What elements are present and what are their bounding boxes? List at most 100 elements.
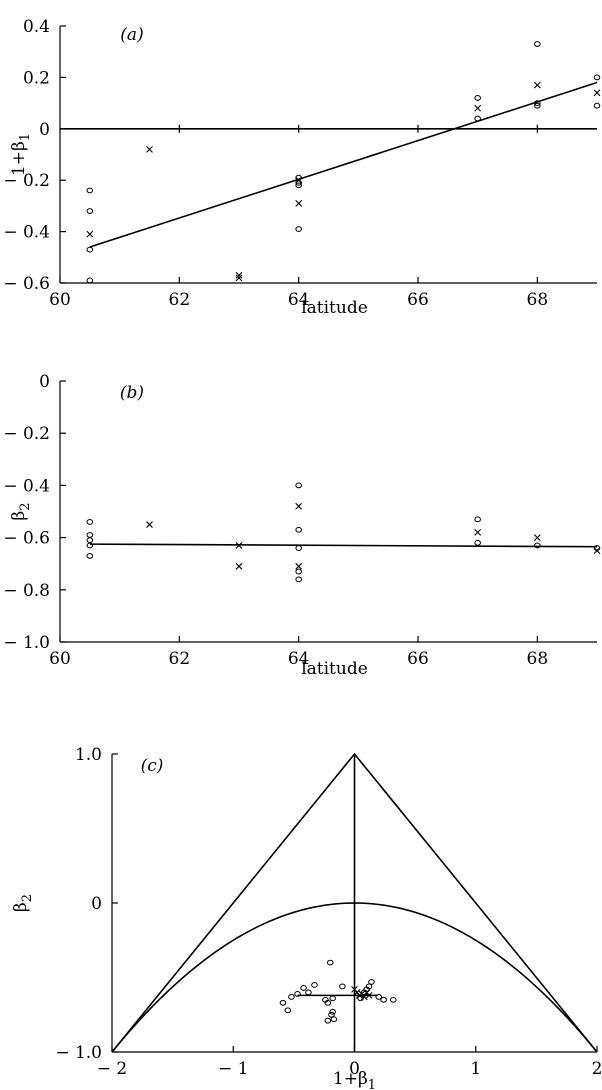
data-point-circle xyxy=(295,482,302,489)
data-point-circle xyxy=(86,277,94,284)
x-tick-label: 60 xyxy=(49,290,71,310)
x-tick-label: − 1 xyxy=(218,1059,248,1079)
x-tick-label: 68 xyxy=(527,649,549,669)
data-point-circle xyxy=(474,95,481,101)
data-point-cross xyxy=(295,502,303,510)
data-point-circle xyxy=(329,1008,336,1015)
data-point-cross xyxy=(295,199,303,207)
data-point-circle xyxy=(86,537,94,544)
data-point-circle xyxy=(279,999,287,1006)
data-point-cross xyxy=(474,104,482,112)
y-tick-label: − 0.6 xyxy=(3,529,50,549)
data-point-circle xyxy=(295,576,302,583)
data-point-circle xyxy=(329,995,336,1002)
data-point-circle xyxy=(295,545,302,551)
data-point-cross xyxy=(235,274,243,282)
data-point-circle xyxy=(86,532,94,538)
data-point-cross xyxy=(235,562,243,570)
data-point-cross xyxy=(295,562,303,570)
y-tick-label: 0.2 xyxy=(23,68,50,88)
y-tick-label: 0.4 xyxy=(23,17,50,37)
data-point-circle xyxy=(326,959,334,966)
x-axis-title: 1+β1 xyxy=(333,1069,376,1090)
data-point-circle xyxy=(86,542,94,549)
x-tick-label: 62 xyxy=(169,290,191,310)
x-tick-label: 2 xyxy=(592,1059,602,1079)
data-point-circle xyxy=(534,100,541,106)
data-point-cross xyxy=(593,89,601,97)
data-point-circle xyxy=(593,102,601,109)
y-tick-label: − 0.8 xyxy=(3,581,50,601)
data-point-circle xyxy=(375,993,383,1000)
data-point-circle xyxy=(474,115,481,122)
y-tick-label: − 0.2 xyxy=(3,171,50,191)
data-point-cross xyxy=(593,547,601,555)
data-point-circle xyxy=(86,246,94,253)
data-point-circle xyxy=(86,187,94,194)
y-axis-title: β2 xyxy=(11,894,35,912)
panel-a: 60 62 64 66 68 − 0.6 − 0.4 − 0.2 0 0.2 0.4 latitude… xyxy=(3,17,601,318)
data-point-circle xyxy=(339,983,346,990)
y-tick-label: − 0.4 xyxy=(3,476,50,496)
data-point-cross xyxy=(533,81,541,89)
data-point-cross xyxy=(365,991,373,999)
data-point-circle xyxy=(474,539,481,546)
y-tick-label: 0 xyxy=(39,120,50,140)
data-point-circle xyxy=(324,999,332,1006)
data-point-circle xyxy=(86,519,94,525)
data-point-circle xyxy=(300,985,307,991)
data-point-circle xyxy=(390,996,397,1003)
data-point-circle xyxy=(593,74,601,81)
fit-line xyxy=(89,81,598,248)
data-point-cross xyxy=(146,521,153,528)
y-tick-label: 0 xyxy=(91,894,102,914)
data-point-circle xyxy=(534,41,541,47)
data-point-circle xyxy=(324,1017,332,1024)
panel-label: (a) xyxy=(120,25,143,45)
data-point-circle xyxy=(368,979,375,985)
fit-line xyxy=(89,543,598,548)
y-tick-label: − 0.6 xyxy=(3,274,50,294)
data-point-circle xyxy=(284,1007,292,1014)
y-tick-label: − 0.4 xyxy=(3,223,50,243)
panel-c: − 2 − 1 0 1 2 − 1.0 0 1.0 1+β1 β2 (c) xyxy=(11,745,602,1090)
data-point-cross xyxy=(235,542,243,549)
data-point-cross xyxy=(86,230,94,238)
y-tick-label: 0 xyxy=(39,372,50,392)
x-tick-label: 64 xyxy=(288,649,310,669)
data-point-cross xyxy=(474,528,482,536)
x-tick-label: − 2 xyxy=(97,1059,127,1079)
data-point-circle xyxy=(288,993,295,1000)
data-point-circle xyxy=(380,996,387,1003)
data-point-circle xyxy=(474,516,481,523)
data-point-cross xyxy=(146,145,153,153)
data-point-circle xyxy=(311,982,318,988)
panel-b: 60 62 64 66 68 − 1.0 − 0.8 − 0.6 − 0.4 − 0.2 0 lati… xyxy=(3,372,601,679)
data-point-circle xyxy=(86,552,94,559)
data-point-circle xyxy=(295,526,302,533)
data-point-cross xyxy=(235,271,243,279)
x-tick-label: 68 xyxy=(527,290,549,310)
x-tick-label: 62 xyxy=(169,649,191,669)
data-point-circle xyxy=(330,1016,338,1023)
data-point-circle xyxy=(534,542,541,549)
panel-label: (b) xyxy=(120,383,144,403)
data-point-circle xyxy=(294,990,301,997)
x-tick-label: 66 xyxy=(407,290,429,310)
data-point-circle xyxy=(305,989,312,996)
x-tick-label: 1 xyxy=(470,1059,481,1079)
y-tick-label: − 0.2 xyxy=(3,424,50,444)
data-point-circle xyxy=(295,226,302,232)
x-tick-label: 64 xyxy=(288,290,310,310)
x-tick-label: 0 xyxy=(349,1059,360,1079)
data-point-circle xyxy=(295,568,302,575)
data-point-cross xyxy=(360,993,368,1001)
x-tick-label: 66 xyxy=(407,649,429,669)
data-point-circle xyxy=(295,182,302,189)
x-axis-title: latitude xyxy=(301,659,368,679)
panel-label: (c) xyxy=(141,756,164,776)
data-point-cross xyxy=(533,534,541,541)
data-point-cross xyxy=(295,176,303,184)
y-tick-label: − 1.0 xyxy=(3,633,50,653)
